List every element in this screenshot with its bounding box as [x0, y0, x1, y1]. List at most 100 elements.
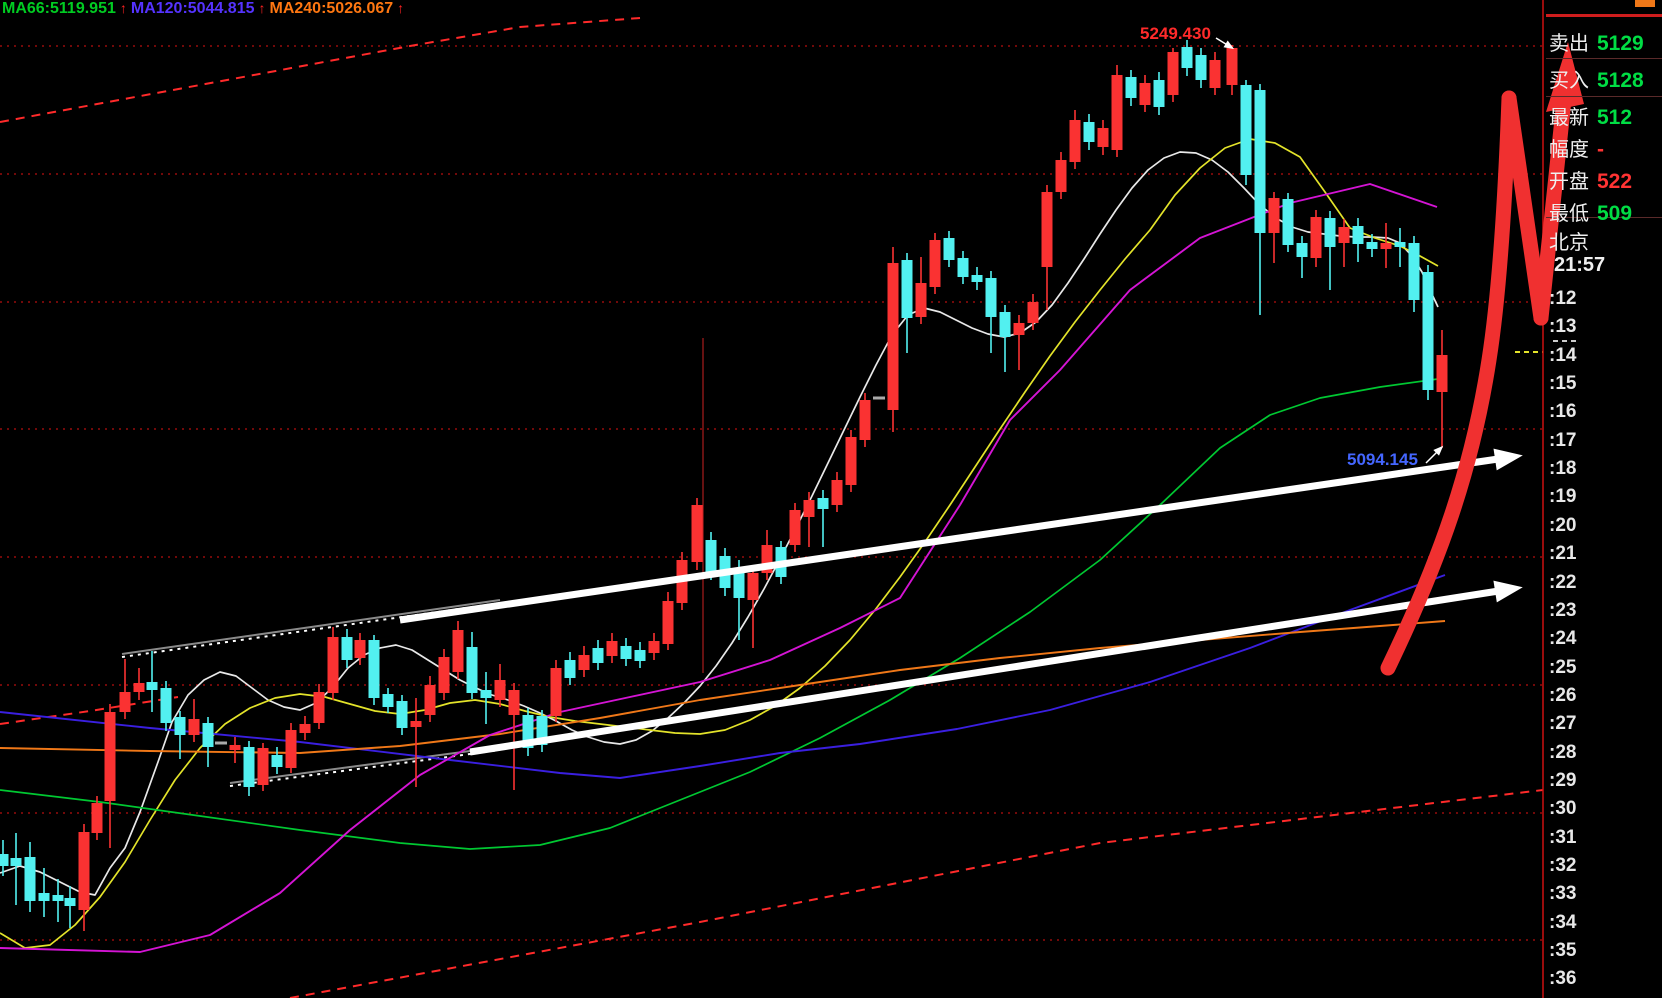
candle-body: [1013, 323, 1025, 335]
axis-label: :24: [1549, 628, 1577, 650]
trend-arrow-lower-head: [1493, 580, 1523, 603]
quote-row-最低[interactable]: 最低 509: [1549, 197, 1662, 226]
candle-body: [943, 238, 955, 260]
candle-body: [285, 730, 297, 768]
candle-body: [831, 480, 843, 505]
quote-row-value: 512: [1597, 106, 1633, 129]
ma-indicator-header: MA66:5119.951 ↑ MA120:5044.815 ↑ MA240:5026.…: [2, 0, 404, 18]
ma-label: MA120:5044.815: [130, 0, 255, 17]
candle-body: [1408, 243, 1420, 300]
candle-body: [1394, 242, 1406, 247]
axis-label: :23: [1549, 599, 1577, 621]
ma-up-arrow-icon: ↑: [119, 0, 127, 16]
hand-drawn-arrow-head: [1546, 42, 1584, 112]
candle-body: [271, 755, 283, 767]
candle-body: [243, 747, 255, 787]
axis-label: :12: [1549, 288, 1577, 309]
ma-up-arrow-icon: ↑: [258, 0, 266, 16]
beijing-label: 北京: [1549, 232, 1589, 254]
ma-yellow: [0, 138, 1439, 949]
axis-label: :17: [1549, 429, 1577, 451]
low-pointer-head: [1433, 445, 1444, 456]
candle-body: [368, 640, 380, 698]
candle-body: [10, 858, 22, 866]
panel-top-divider: [1546, 14, 1662, 17]
candle-body: [845, 437, 857, 485]
candle-body: [1167, 52, 1179, 95]
axis-label: :15: [1549, 373, 1577, 395]
axis-label: :28: [1549, 741, 1577, 763]
axis-label: :22: [1549, 571, 1577, 593]
candle-body: [634, 650, 646, 661]
candle-body: [382, 694, 394, 707]
candle-body: [146, 682, 158, 690]
low-price-annotation: 5094.145: [1347, 450, 1418, 469]
quote-row-买入[interactable]: 买入 5128: [1549, 64, 1662, 93]
candle-body: [24, 857, 36, 901]
candle-body: [691, 505, 703, 562]
candle-body: [508, 690, 520, 715]
axis-label: :16: [1549, 401, 1577, 423]
candle-body: [606, 641, 618, 656]
candle-body: [817, 498, 829, 509]
axis-label: :30: [1549, 798, 1577, 820]
candle-body: [313, 692, 325, 723]
candle-body: [494, 680, 506, 700]
candle-body: [396, 701, 408, 728]
ma-up-arrow-icon: ↑: [397, 0, 405, 16]
candle-body: [52, 895, 64, 901]
quote-row-value: 522: [1597, 170, 1633, 193]
quote-row-label: 最新: [1549, 107, 1589, 129]
quote-row-最新[interactable]: 最新 512: [1549, 101, 1662, 130]
candle-body: [929, 240, 941, 287]
channel-bottom-dotted: [229, 749, 501, 787]
quote-row-value: -: [1597, 138, 1604, 161]
candle-body: [1125, 77, 1137, 98]
candle-body: [1226, 48, 1238, 85]
candle-body: [550, 668, 562, 716]
quote-row-卖出[interactable]: 卖出 5129: [1549, 27, 1662, 56]
axis-label: :34: [1549, 911, 1577, 933]
axis-label: :27: [1549, 713, 1577, 735]
candle-body: [564, 660, 576, 678]
candle-body: [327, 637, 339, 693]
ma-green: [0, 377, 1446, 850]
candle-body: [803, 500, 815, 517]
candle-body: [971, 275, 983, 282]
high-pointer-head: [1223, 40, 1235, 50]
axis-label: :35: [1549, 940, 1577, 962]
candle-body: [1338, 227, 1350, 243]
mid-left-trendline: [0, 696, 179, 725]
quote-row-value: 5129: [1597, 32, 1644, 55]
candle-body: [64, 898, 76, 906]
quote-row-幅度[interactable]: 幅度 -: [1549, 133, 1662, 162]
axis-label: :13: [1549, 316, 1577, 338]
candle-body: [78, 832, 90, 910]
price-axis-labels: :12:13:14:15:16:17:18:19:20:21:22:23:24:…: [1549, 0, 1659, 998]
quote-row-label: 幅度: [1549, 139, 1589, 161]
axis-label: :33: [1549, 883, 1577, 905]
candle-body: [1111, 75, 1123, 150]
candle-body: [999, 312, 1011, 337]
candle-body: [1282, 199, 1294, 245]
candle-body: [1366, 242, 1378, 249]
candle-body: [0, 854, 9, 866]
candle-body: [859, 400, 871, 440]
candle-body: [466, 647, 478, 693]
axis-label: :32: [1549, 855, 1577, 876]
candle-body: [1153, 80, 1165, 107]
beijing-time: 21:57: [1554, 254, 1606, 276]
ma-white: [0, 151, 1439, 896]
quote-row-开盘[interactable]: 开盘 522: [1549, 165, 1662, 194]
candle-body: [1310, 217, 1322, 258]
candle-body: [229, 745, 241, 750]
candle-body: [1254, 90, 1266, 233]
candle-body: [188, 719, 200, 735]
trend-arrow-lower: [469, 586, 1506, 756]
candle-body: [202, 723, 214, 747]
clipped-top-right-text-fragment: [1635, 0, 1655, 7]
candle-body: [901, 260, 913, 318]
candle-body: [915, 283, 927, 317]
trend-arrow-upper: [399, 454, 1506, 624]
